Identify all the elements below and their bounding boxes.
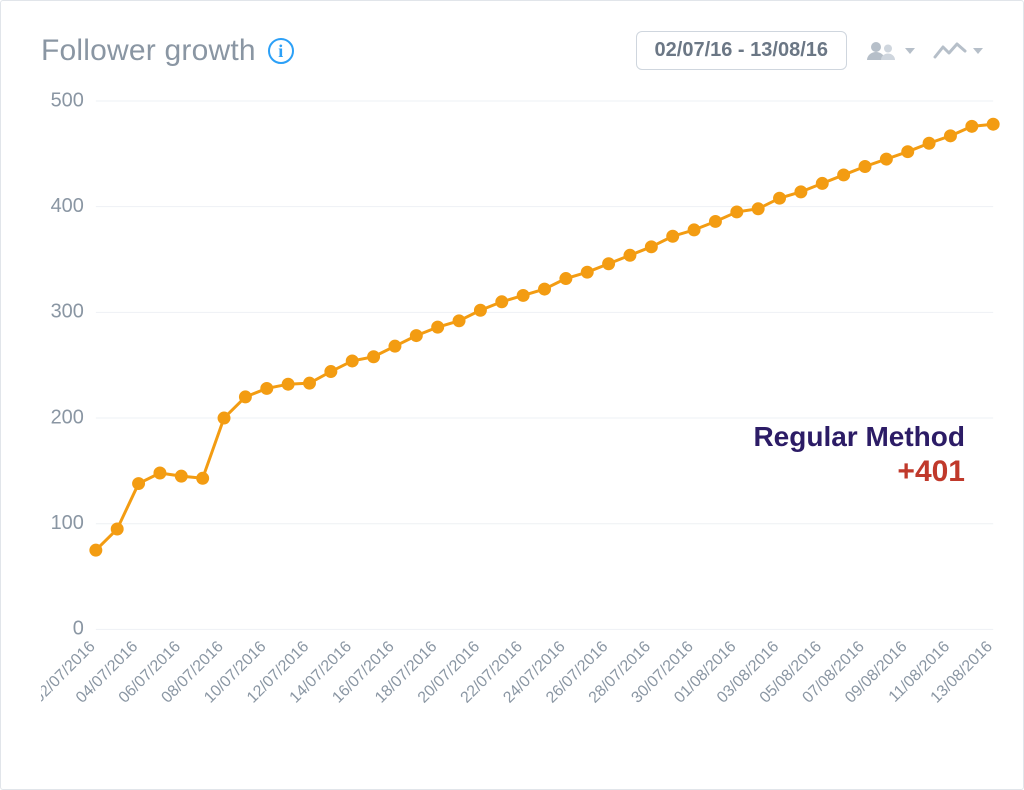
data-point[interactable]: [944, 130, 956, 142]
data-point[interactable]: [410, 330, 422, 342]
data-point[interactable]: [496, 296, 508, 308]
chart-type-toggle-button[interactable]: [933, 41, 983, 61]
y-tick-label: 100: [51, 512, 84, 534]
data-point[interactable]: [645, 241, 657, 253]
date-range-selector[interactable]: 02/07/16 - 13/08/16: [636, 31, 847, 70]
data-point[interactable]: [624, 249, 636, 261]
data-point[interactable]: [987, 118, 999, 130]
data-point[interactable]: [111, 523, 123, 535]
data-point[interactable]: [816, 177, 828, 189]
data-point[interactable]: [688, 224, 700, 236]
audience-toggle-button[interactable]: [865, 40, 915, 62]
chart-card: Follower growth i 02/07/16 - 13/08/16: [0, 0, 1024, 790]
data-point[interactable]: [346, 355, 358, 367]
data-point[interactable]: [709, 215, 721, 227]
data-point[interactable]: [774, 192, 786, 204]
data-point[interactable]: [902, 146, 914, 158]
data-point[interactable]: [517, 289, 529, 301]
data-point[interactable]: [432, 321, 444, 333]
data-point[interactable]: [175, 470, 187, 482]
data-point[interactable]: [560, 273, 572, 285]
y-tick-label: 500: [51, 91, 84, 111]
data-point[interactable]: [197, 472, 209, 484]
data-point[interactable]: [880, 153, 892, 165]
data-point[interactable]: [581, 266, 593, 278]
data-point[interactable]: [239, 391, 251, 403]
chevron-down-icon: [973, 48, 983, 54]
info-icon[interactable]: i: [268, 38, 294, 64]
data-point[interactable]: [389, 340, 401, 352]
data-point[interactable]: [859, 161, 871, 173]
data-point[interactable]: [325, 366, 337, 378]
line-chart-icon: [933, 41, 967, 61]
annotation-label: Regular Method: [753, 421, 965, 453]
chart-annotation: Regular Method +401: [753, 421, 965, 489]
annotation-value: +401: [753, 455, 965, 489]
data-point[interactable]: [923, 137, 935, 149]
data-point[interactable]: [667, 230, 679, 242]
data-point[interactable]: [795, 186, 807, 198]
y-tick-label: 0: [73, 618, 84, 640]
data-point[interactable]: [261, 382, 273, 394]
chart-area: 010020030040050002/07/201604/07/201606/0…: [41, 91, 1003, 769]
chevron-down-icon: [905, 48, 915, 54]
data-point[interactable]: [282, 378, 294, 390]
data-point[interactable]: [453, 315, 465, 327]
chart-title: Follower growth: [41, 34, 256, 68]
people-icon: [865, 40, 899, 62]
card-header: Follower growth i 02/07/16 - 13/08/16: [1, 1, 1023, 80]
data-point[interactable]: [154, 467, 166, 479]
header-toolbar: 02/07/16 - 13/08/16: [636, 31, 983, 70]
data-point[interactable]: [90, 544, 102, 556]
data-point[interactable]: [368, 351, 380, 363]
y-tick-label: 200: [51, 406, 84, 428]
data-point[interactable]: [218, 412, 230, 424]
data-point[interactable]: [474, 304, 486, 316]
y-tick-label: 300: [51, 301, 84, 323]
data-point[interactable]: [752, 203, 764, 215]
y-tick-label: 400: [51, 195, 84, 217]
data-point[interactable]: [133, 478, 145, 490]
data-point[interactable]: [731, 206, 743, 218]
data-point[interactable]: [966, 120, 978, 132]
data-point[interactable]: [838, 169, 850, 181]
data-point[interactable]: [603, 258, 615, 270]
data-point[interactable]: [304, 377, 316, 389]
data-point[interactable]: [539, 283, 551, 295]
